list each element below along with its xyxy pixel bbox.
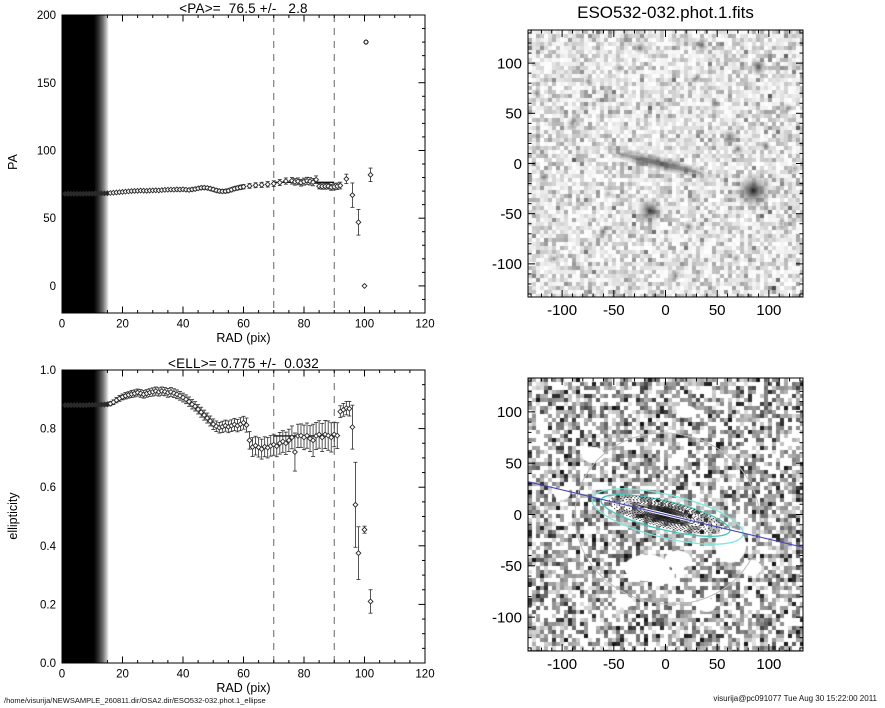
svg-text:200: 200 [37,10,56,22]
fitted-ellipse [600,494,731,538]
svg-text:80: 80 [298,669,311,681]
svg-text:0.4: 0.4 [40,541,57,553]
axes-frame [61,14,426,314]
tick-labels: -100 -50 0 50 100 -100 -50 0 50 100 [492,404,781,673]
contour-image-axes: -100 -50 0 50 100 -100 -50 0 50 100 [492,377,804,673]
svg-text:40: 40 [177,669,190,681]
svg-text:100: 100 [355,669,374,681]
svg-text:50: 50 [709,656,726,673]
axes-frame [61,369,426,664]
tick-labels: -100 -50 0 50 100 -100 -50 0 50 100 [492,55,781,319]
svg-text:20: 20 [116,669,129,681]
svg-text:50: 50 [43,213,56,225]
ell-plot-title: <ELL>= 0.775 +/- 0.032 [168,356,319,371]
svg-text:0.2: 0.2 [40,599,56,611]
ellipticity-vs-radius-plot: 0 20 40 60 80 100 120 0.0 0.2 0.4 0.6 0.8 1.0 [40,365,435,680]
svg-text:-50: -50 [603,302,625,319]
svg-text:150: 150 [37,78,56,90]
major-axis-line [528,481,803,548]
svg-text:1.0: 1.0 [40,365,56,377]
galaxy-image-axes: -100 -50 0 50 100 -100 -50 0 50 100 [492,29,804,319]
svg-text:0.6: 0.6 [40,482,56,494]
saturation-gradient-bar [62,370,109,663]
svg-text:0.8: 0.8 [40,424,56,436]
svg-text:60: 60 [237,669,250,681]
svg-text:0: 0 [59,669,65,681]
svg-text:-50: -50 [500,206,522,223]
svg-text:0: 0 [514,507,522,524]
svg-text:-50: -50 [500,558,522,575]
svg-text:-100: -100 [547,656,577,673]
svg-text:20: 20 [116,319,129,331]
svg-text:100: 100 [756,656,781,673]
svg-text:-100: -100 [492,256,522,273]
ell-xaxis-label: RAD (pix) [216,681,271,695]
svg-text:0: 0 [514,156,522,173]
pa-plot-title: <PA>= 76.5 +/- 2.8 [179,1,308,16]
axes-frame [527,29,804,298]
user-host-timestamp: visurija@pc091077 Tue Aug 30 15:22:00 20… [713,694,877,703]
svg-text:40: 40 [177,319,190,331]
ellipse-overlays [528,432,803,605]
saturation-gradient-bar [62,15,109,313]
svg-text:100: 100 [756,302,781,319]
svg-text:0: 0 [50,281,56,293]
error-bars [90,386,373,614]
fit-range-guides [273,15,335,313]
svg-text:50: 50 [505,455,522,472]
output-file-path: /home/visurija/NEWSAMPLE_260811.dir/OSA2… [4,696,266,705]
fitted-ellipse [591,488,744,545]
svg-text:60: 60 [237,319,250,331]
svg-text:80: 80 [298,319,311,331]
svg-text:-50: -50 [603,656,625,673]
svg-text:120: 120 [415,669,434,681]
svg-text:120: 120 [415,319,434,331]
pa-vs-radius-plot: 0 20 40 60 80 100 120 0 50 100 150 200 [37,10,435,330]
error-bars [171,40,373,236]
svg-text:-100: -100 [492,609,522,626]
svg-text:100: 100 [497,404,522,421]
svg-text:100: 100 [37,145,56,157]
svg-text:0: 0 [661,302,669,319]
svg-text:-100: -100 [547,302,577,319]
svg-text:50: 50 [709,302,726,319]
axes-frame [527,377,804,652]
tick-labels: 0 20 40 60 80 100 120 0 50 100 150 200 [37,10,435,330]
data-points [61,388,374,605]
galaxy-image [528,30,803,297]
svg-text:0: 0 [59,319,65,331]
data-points [61,39,374,289]
outermost-isophote [574,432,761,605]
svg-text:50: 50 [505,106,522,123]
fits-image-title: ESO532-032.phot.1.fits [577,3,754,22]
svg-text:100: 100 [497,55,522,72]
fit-range-guides [273,370,335,663]
svg-text:0.0: 0.0 [40,658,56,670]
tick-labels: 0 20 40 60 80 100 120 0.0 0.2 0.4 0.6 0.8 1.0 [40,365,435,680]
pa-xaxis-label: RAD (pix) [216,331,271,345]
svg-text:0: 0 [661,656,669,673]
svg-text:100: 100 [355,319,374,331]
